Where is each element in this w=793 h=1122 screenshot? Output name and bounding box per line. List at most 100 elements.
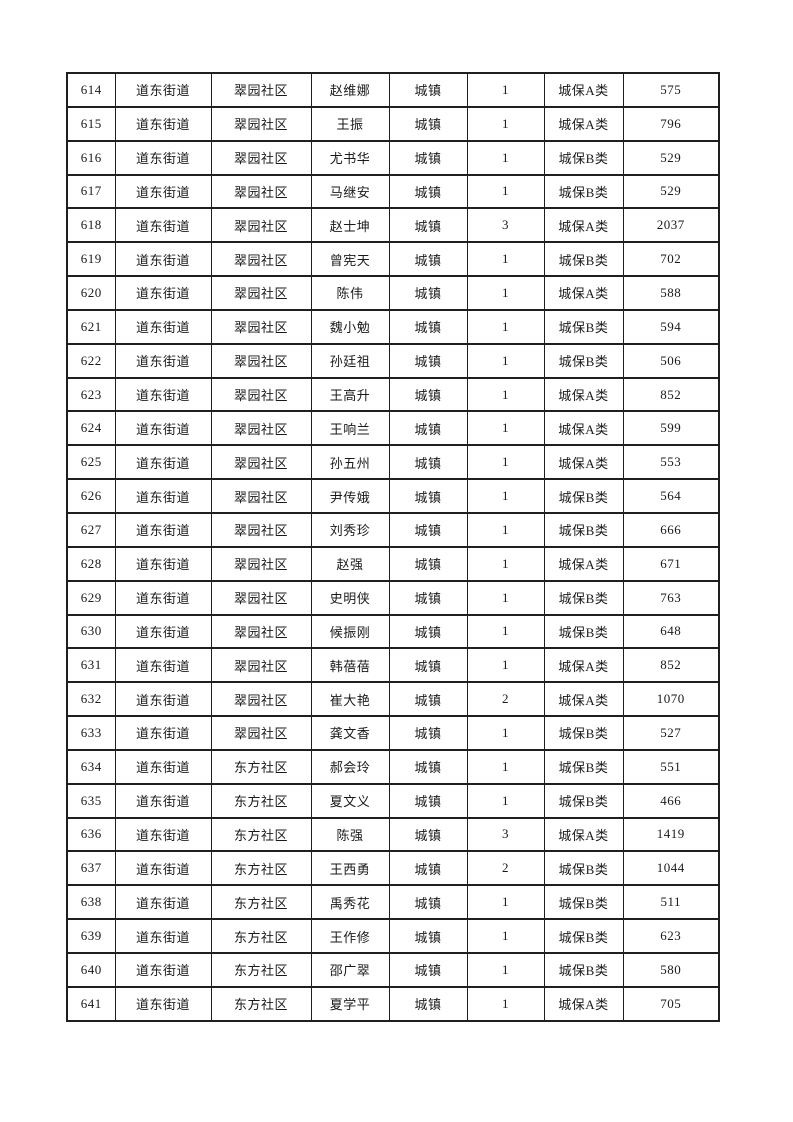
cell-sequence-number: 635 (66, 782, 116, 819)
cell-street: 道东街道 (114, 207, 212, 244)
cell-person-name: 孙廷祖 (310, 342, 390, 379)
cell-person-name: 马继安 (310, 173, 390, 210)
cell-insurance-category: 城保A类 (543, 207, 624, 244)
cell-residence-type: 城镇 (388, 579, 468, 616)
cell-community: 翠园社区 (210, 275, 312, 311)
cell-person-count: 1 (466, 410, 545, 447)
table-row: 620 道东街道 翠园社区 陈伟 城镇 1 城保A类 588 (66, 275, 720, 311)
cell-person-name: 尤书华 (310, 139, 390, 176)
cell-person-name: 夏文义 (310, 782, 390, 819)
cell-community: 翠园社区 (210, 173, 312, 210)
cell-street: 道东街道 (114, 782, 212, 819)
cell-insurance-category: 城保B类 (543, 951, 624, 988)
cell-street: 道东街道 (114, 376, 212, 413)
cell-person-count: 1 (466, 715, 545, 751)
table-row: 618 道东街道 翠园社区 赵士坤 城镇 3 城保A类 2037 (66, 207, 720, 244)
cell-community: 翠园社区 (210, 410, 312, 447)
cell-person-count: 1 (466, 545, 545, 582)
cell-person-count: 3 (466, 207, 545, 244)
cell-person-name: 郝会玲 (310, 748, 390, 785)
cell-street: 道东街道 (114, 173, 212, 210)
cell-community: 东方社区 (210, 884, 312, 921)
cell-amount: 553 (622, 444, 720, 481)
cell-residence-type: 城镇 (388, 72, 468, 108)
cell-insurance-category: 城保B类 (543, 139, 624, 176)
cell-insurance-category: 城保B类 (543, 511, 624, 548)
cell-residence-type: 城镇 (388, 376, 468, 413)
cell-community: 翠园社区 (210, 478, 312, 514)
table-row: 617 道东街道 翠园社区 马继安 城镇 1 城保B类 529 (66, 173, 720, 210)
table-row: 616 道东街道 翠园社区 尤书华 城镇 1 城保B类 529 (66, 139, 720, 176)
cell-person-name: 赵维娜 (310, 72, 390, 108)
cell-community: 翠园社区 (210, 72, 312, 108)
cell-community: 翠园社区 (210, 681, 312, 718)
cell-community: 东方社区 (210, 985, 312, 1023)
cell-street: 道东街道 (114, 985, 212, 1023)
cell-person-count: 1 (466, 884, 545, 921)
cell-residence-type: 城镇 (388, 918, 468, 954)
cell-community: 东方社区 (210, 748, 312, 785)
cell-community: 翠园社区 (210, 139, 312, 176)
cell-insurance-category: 城保B类 (543, 918, 624, 954)
table-row: 630 道东街道 翠园社区 候振刚 城镇 1 城保B类 648 (66, 613, 720, 650)
cell-person-count: 1 (466, 342, 545, 379)
cell-insurance-category: 城保B类 (543, 579, 624, 616)
cell-insurance-category: 城保B类 (543, 884, 624, 921)
cell-street: 道东街道 (114, 275, 212, 311)
cell-amount: 666 (622, 511, 720, 548)
cell-person-name: 夏学平 (310, 985, 390, 1023)
cell-amount: 852 (622, 647, 720, 684)
cell-sequence-number: 630 (66, 613, 116, 650)
cell-community: 东方社区 (210, 816, 312, 853)
cell-street: 道东街道 (114, 308, 212, 345)
cell-person-count: 1 (466, 951, 545, 988)
cell-residence-type: 城镇 (388, 410, 468, 447)
cell-residence-type: 城镇 (388, 241, 468, 278)
cell-person-count: 3 (466, 816, 545, 853)
cell-insurance-category: 城保B类 (543, 308, 624, 345)
cell-residence-type: 城镇 (388, 951, 468, 988)
cell-person-count: 1 (466, 918, 545, 954)
cell-insurance-category: 城保A类 (543, 275, 624, 311)
cell-street: 道东街道 (114, 816, 212, 853)
cell-amount: 648 (622, 613, 720, 650)
cell-residence-type: 城镇 (388, 478, 468, 514)
cell-person-name: 崔大艳 (310, 681, 390, 718)
cell-sequence-number: 614 (66, 72, 116, 108)
cell-community: 翠园社区 (210, 207, 312, 244)
cell-insurance-category: 城保B类 (543, 241, 624, 278)
cell-residence-type: 城镇 (388, 850, 468, 887)
cell-residence-type: 城镇 (388, 715, 468, 751)
cell-community: 翠园社区 (210, 342, 312, 379)
cell-insurance-category: 城保A类 (543, 816, 624, 853)
cell-residence-type: 城镇 (388, 613, 468, 650)
table-row: 636 道东街道 东方社区 陈强 城镇 3 城保A类 1419 (66, 816, 720, 853)
cell-sequence-number: 615 (66, 105, 116, 142)
cell-community: 翠园社区 (210, 444, 312, 481)
cell-residence-type: 城镇 (388, 207, 468, 244)
cell-amount: 2037 (622, 207, 720, 244)
cell-person-name: 魏小勉 (310, 308, 390, 345)
cell-person-count: 1 (466, 241, 545, 278)
cell-sequence-number: 628 (66, 545, 116, 582)
cell-residence-type: 城镇 (388, 545, 468, 582)
cell-person-count: 1 (466, 748, 545, 785)
cell-community: 翠园社区 (210, 613, 312, 650)
cell-amount: 594 (622, 308, 720, 345)
table-row: 638 道东街道 东方社区 禹秀花 城镇 1 城保B类 511 (66, 884, 720, 921)
cell-residence-type: 城镇 (388, 139, 468, 176)
cell-sequence-number: 626 (66, 478, 116, 514)
cell-person-name: 孙五州 (310, 444, 390, 481)
table-row: 625 道东街道 翠园社区 孙五州 城镇 1 城保A类 553 (66, 444, 720, 481)
cell-person-name: 王高升 (310, 376, 390, 413)
cell-person-name: 刘秀珍 (310, 511, 390, 548)
cell-person-count: 1 (466, 985, 545, 1023)
cell-insurance-category: 城保A类 (543, 410, 624, 447)
cell-amount: 529 (622, 173, 720, 210)
cell-sequence-number: 638 (66, 884, 116, 921)
cell-person-count: 2 (466, 850, 545, 887)
cell-community: 翠园社区 (210, 545, 312, 582)
cell-insurance-category: 城保A类 (543, 444, 624, 481)
table-row: 635 道东街道 东方社区 夏文义 城镇 1 城保B类 466 (66, 782, 720, 819)
cell-amount: 551 (622, 748, 720, 785)
